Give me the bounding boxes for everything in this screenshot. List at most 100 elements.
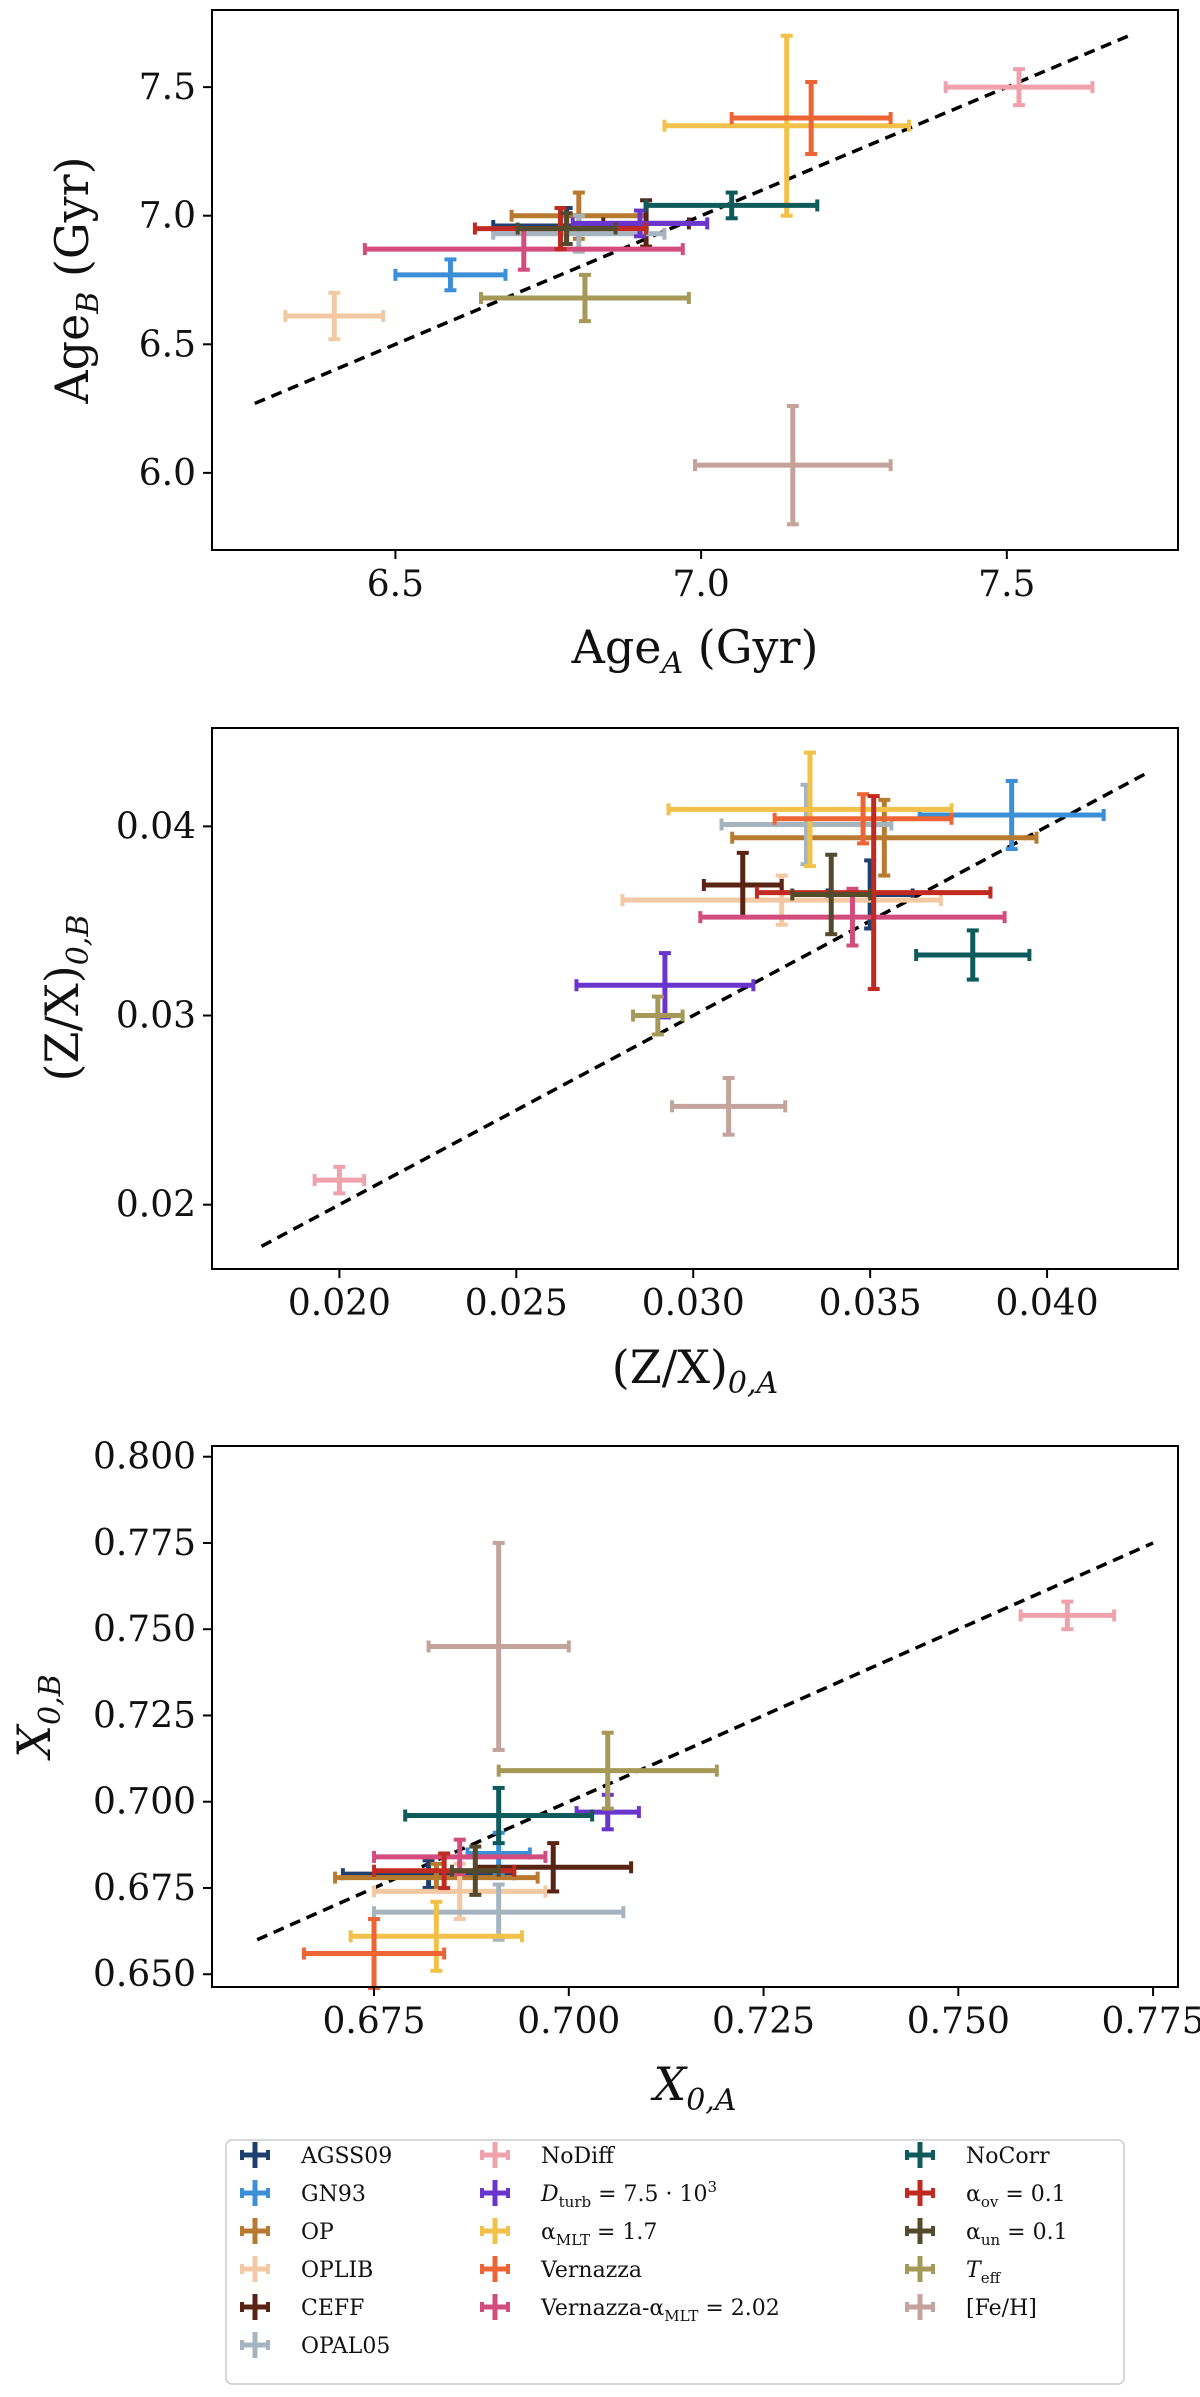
legend-label: [Fe/H] xyxy=(966,2296,1037,2321)
age-one-to-one-line xyxy=(254,34,1130,406)
legend-item-OPLIB: OPLIB xyxy=(240,2256,373,2283)
legend-label: OPAL05 xyxy=(301,2334,390,2359)
panel-x0: 0.675 0.700 0.725 0.750 0.775 0.650 0.675 0.700… xyxy=(7,1437,1200,2118)
age-ticks: 6.5 7.0 7.5 6.0 6.5 7.0 7.5 xyxy=(139,67,1036,605)
legend-label: OP xyxy=(301,2220,334,2245)
legend-label: AGSS09 xyxy=(300,2144,392,2169)
zx-x-axis-title: (Z/X)0,A xyxy=(612,1340,778,1401)
x0-y-tick-label: 0.775 xyxy=(93,1523,196,1564)
zx-point-Dturb xyxy=(574,951,756,1020)
legend-label: NoCorr xyxy=(966,2144,1050,2169)
x0-x-tick-label: 0.775 xyxy=(1102,2001,1200,2042)
panel-age: 6.5 7.0 7.5 6.0 6.5 7.0 7.5 AgeA (Gyr) AgeB (G… xyxy=(45,9,1179,681)
zx-x-tick-label: 0.035 xyxy=(819,1283,922,1324)
zx-point-Vernazza xyxy=(772,792,954,846)
legend-label: αun = 0.1 xyxy=(966,2220,1068,2249)
age-point-Dturb xyxy=(570,208,710,239)
x0-y-tick-label: 0.800 xyxy=(93,1437,196,1478)
legend-label: Teff xyxy=(966,2258,1002,2287)
x0-ticks: 0.675 0.700 0.725 0.750 0.775 0.650 0.675 0.700… xyxy=(93,1437,1200,2042)
legend-item-GN93: GN93 xyxy=(240,2180,366,2207)
zx-y-tick-label: 0.02 xyxy=(116,1185,196,1226)
age-x-tick-label: 7.5 xyxy=(978,564,1035,605)
x0-point-VernazzaMLT xyxy=(372,1837,548,1877)
panel-zx: 0.020 0.025 0.030 0.035 0.040 0.02 0.03 0.04 (Z… xyxy=(35,727,1179,1401)
legend-label: αov = 0.1 xyxy=(966,2182,1066,2211)
age-x-axis-title: AgeA (Gyr) xyxy=(571,620,819,681)
age-point-NoCorr xyxy=(644,190,820,221)
zx-point-OP xyxy=(730,797,1039,878)
zx-ticks: 0.020 0.025 0.030 0.035 0.040 0.02 0.03 0.04 xyxy=(116,806,1099,1324)
zx-x-tick-label: 0.020 xyxy=(288,1283,391,1324)
age-point-aMLT xyxy=(662,33,911,218)
x0-marks xyxy=(256,1540,1154,1991)
x0-point-FeH xyxy=(426,1540,571,1752)
age-x-tick-label: 7.0 xyxy=(672,564,729,605)
legend-label: Vernazza-αMLT = 2.02 xyxy=(540,2296,780,2325)
legend-item-OPAL05: OPAL05 xyxy=(240,2332,390,2359)
x0-point-aun xyxy=(449,1844,501,1897)
age-point-GN93 xyxy=(393,257,508,293)
zx-point-NoCorr xyxy=(914,928,1032,982)
age-plot-frame xyxy=(211,9,1179,551)
x0-x-tick-label: 0.675 xyxy=(323,2001,426,2042)
x0-point-aMLT xyxy=(348,1899,525,1973)
zx-plot-frame xyxy=(211,727,1179,1270)
legend-item-Vernazza: Vernazza xyxy=(480,2256,642,2283)
zx-point-NoDiff xyxy=(312,1164,367,1196)
legend-label: Vernazza xyxy=(540,2258,642,2283)
legend-item-AGSS09: AGSS09 xyxy=(240,2142,392,2169)
age-point-NoDiff xyxy=(943,67,1095,108)
legend-item-VernazzaMLT: Vernazza-αMLT = 2.02 xyxy=(480,2294,780,2325)
age-point-OPLIB xyxy=(283,290,386,342)
legend-item-FeH: [Fe/H] xyxy=(905,2294,1037,2321)
x0-point-CEFF xyxy=(473,1841,634,1894)
zx-x-tick-label: 0.040 xyxy=(996,1283,1099,1324)
age-x-tick-label: 6.5 xyxy=(367,564,424,605)
x0-x-tick-label: 0.700 xyxy=(517,2001,620,2042)
x0-y-tick-label: 0.750 xyxy=(93,1609,196,1650)
x0-y-tick-label: 0.725 xyxy=(93,1695,196,1736)
x0-y-axis-title: X0,B xyxy=(7,1674,68,1760)
age-y-tick-label: 6.0 xyxy=(139,453,196,494)
legend-item-NoCorr: NoCorr xyxy=(905,2142,1050,2169)
x0-x-tick-label: 0.750 xyxy=(907,2001,1010,2042)
age-point-aun xyxy=(515,211,618,246)
zx-point-FeH xyxy=(670,1075,788,1137)
x0-y-tick-label: 0.700 xyxy=(93,1782,196,1823)
age-y-tick-label: 6.5 xyxy=(139,324,196,365)
zx-point-Teff xyxy=(631,994,685,1037)
x0-x-tick-label: 0.725 xyxy=(712,2001,815,2042)
zx-y-axis-title: (Z/X)0,B xyxy=(35,915,96,1082)
zx-point-aun xyxy=(790,852,873,937)
legend-item-CEFF: CEFF xyxy=(240,2294,364,2321)
legend-item-NoDiff: NoDiff xyxy=(480,2142,615,2169)
legend-item-aun: αun = 0.1 xyxy=(905,2218,1068,2249)
x0-point-Teff xyxy=(496,1730,719,1811)
legend-label: NoDiff xyxy=(541,2144,615,2169)
zx-x-tick-label: 0.025 xyxy=(465,1283,568,1324)
legend-label: Dturb = 7.5 · 103 xyxy=(540,2178,717,2211)
legend-label: CEFF xyxy=(301,2296,364,2321)
zx-y-tick-label: 0.03 xyxy=(116,996,196,1037)
zx-marks xyxy=(260,750,1147,1248)
legend-frame xyxy=(225,2139,1125,2385)
legend-items: AGSS09 GN93 OP OPLIB CEFF OPAL05 NoDiff Dturb =… xyxy=(240,2142,1068,2359)
x0-point-NoDiff xyxy=(1018,1599,1117,1632)
zx-point-VernazzaMLT xyxy=(698,886,1007,948)
x0-y-tick-label: 0.650 xyxy=(93,1954,196,1995)
age-marks xyxy=(254,33,1130,527)
age-y-tick-label: 7.0 xyxy=(139,196,196,237)
x0-y-tick-label: 0.675 xyxy=(93,1868,196,1909)
age-y-tick-label: 7.5 xyxy=(139,67,196,108)
age-point-Teff xyxy=(479,272,691,324)
x0-point-NoCorr xyxy=(403,1785,595,1846)
x0-point-Vernazza xyxy=(301,1917,447,1991)
age-point-FeH xyxy=(693,404,893,527)
legend-item-OP: OP xyxy=(240,2218,334,2245)
legend-item-aov: αov = 0.1 xyxy=(905,2180,1066,2211)
legend-item-Dturb: Dturb = 7.5 · 103 xyxy=(480,2178,717,2211)
x0-x-axis-title: X0,A xyxy=(650,2057,736,2118)
legend-item-aMLT: αMLT = 1.7 xyxy=(480,2218,657,2249)
